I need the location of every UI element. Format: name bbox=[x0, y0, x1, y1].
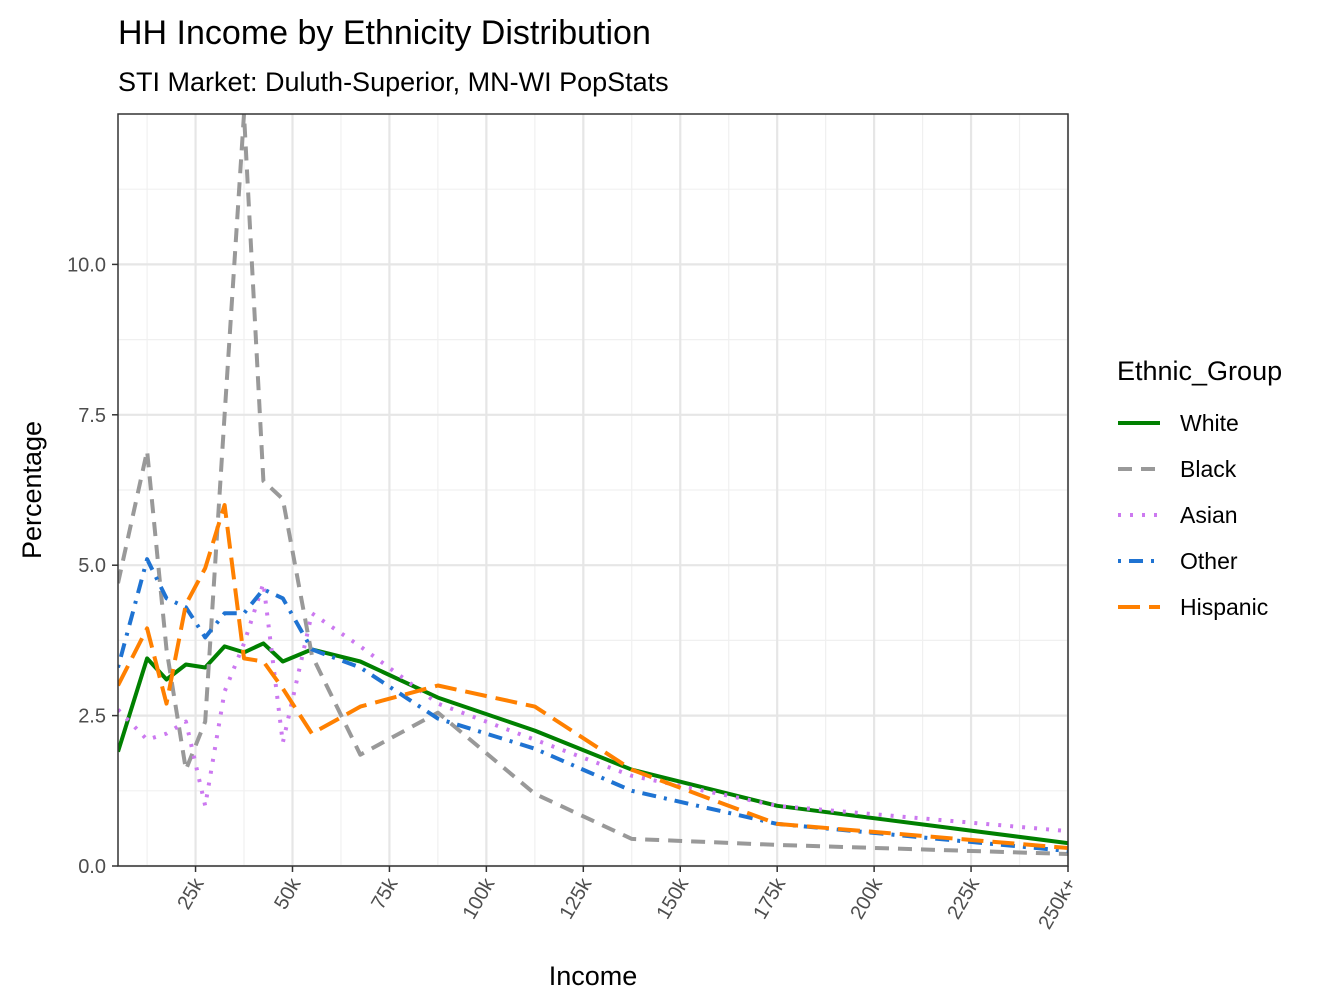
x-tick-label: 175k bbox=[749, 874, 790, 923]
legend-title: Ethnic_Group bbox=[1117, 356, 1282, 386]
chart-subtitle: STI Market: Duluth-Superior, MN-WI PopSt… bbox=[118, 67, 669, 97]
chart-title: HH Income by Ethnicity Distribution bbox=[118, 14, 651, 52]
y-axis-title: Percentage bbox=[17, 421, 47, 559]
legend-label-black: Black bbox=[1180, 456, 1237, 482]
y-tick-label: 7.5 bbox=[78, 405, 106, 427]
x-tick-label: 200k bbox=[846, 874, 887, 923]
series-line-other bbox=[118, 557, 1068, 853]
x-tick-label: 125k bbox=[556, 874, 597, 923]
x-tick-label: 225k bbox=[943, 874, 984, 923]
series-lines bbox=[118, 114, 1068, 856]
series-line-asian bbox=[118, 581, 1068, 834]
y-tick-label: 0.0 bbox=[78, 856, 106, 878]
legend-label-white: White bbox=[1180, 410, 1239, 436]
x-tick-label: 100k bbox=[459, 874, 500, 923]
y-tick-label: 2.5 bbox=[78, 706, 106, 728]
series-line-hispanic bbox=[118, 503, 1068, 850]
legend-label-asian: Asian bbox=[1180, 502, 1238, 528]
legend-label-hispanic: Hispanic bbox=[1180, 594, 1268, 620]
series-line-white bbox=[118, 641, 1068, 846]
legend: Ethnic_Group White Black Asian Other Hispani… bbox=[1117, 356, 1282, 620]
x-tick-label: 50k bbox=[270, 874, 306, 914]
x-tick-label: 75k bbox=[367, 874, 403, 914]
axes: 25k 50k 75k 100k 125k 150k 175k 200k 225k 250k+ 0.… bbox=[67, 254, 1081, 933]
y-tick-label: 10.0 bbox=[67, 254, 106, 276]
series-line-black bbox=[118, 114, 1068, 856]
x-tick-label: 25k bbox=[173, 874, 209, 914]
plot-panel-border bbox=[117, 113, 1069, 867]
legend-label-other: Other bbox=[1180, 548, 1238, 574]
y-tick-label: 5.0 bbox=[78, 555, 106, 577]
x-tick-label: 150k bbox=[652, 874, 693, 923]
x-tick-label: 250k+ bbox=[1034, 875, 1081, 934]
x-axis-title: Income bbox=[549, 961, 638, 991]
